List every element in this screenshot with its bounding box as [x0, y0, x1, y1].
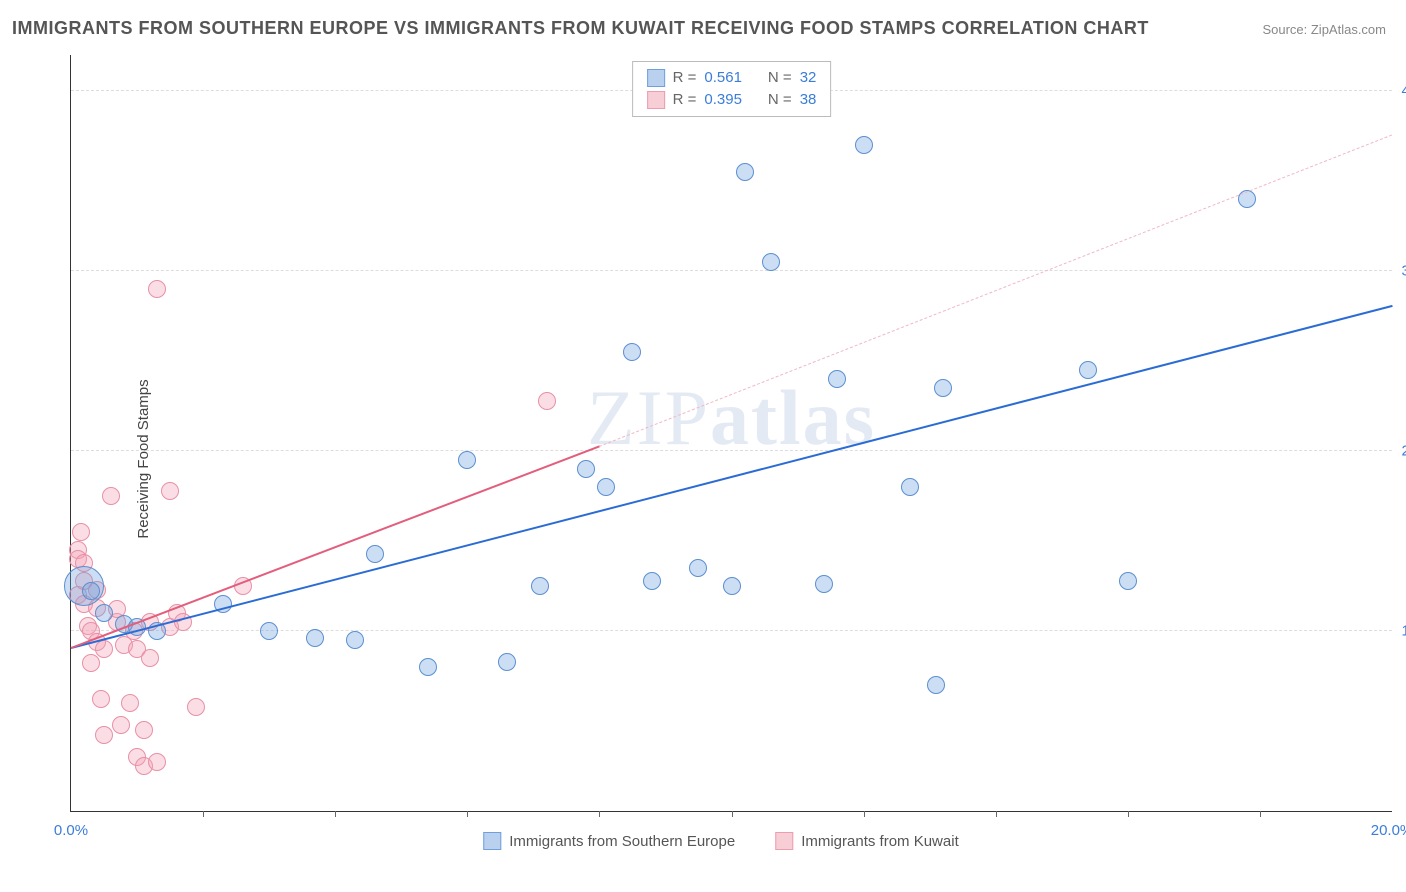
scatter-point [92, 690, 110, 708]
scatter-point [346, 631, 364, 649]
scatter-point [121, 694, 139, 712]
source-attribution: Source: ZipAtlas.com [1262, 22, 1386, 37]
scatter-point [102, 487, 120, 505]
source-link[interactable]: ZipAtlas.com [1311, 22, 1386, 37]
y-tick-label: 40.0% [1401, 83, 1406, 100]
trend-line [599, 135, 1392, 447]
scatter-point [901, 478, 919, 496]
scatter-point [623, 343, 641, 361]
x-tick-minor [599, 811, 600, 817]
legend-bottom: Immigrants from Southern Europe Immigran… [483, 832, 958, 850]
x-tick-minor [1128, 811, 1129, 817]
gridline-horizontal [71, 450, 1392, 451]
legend-swatch-series1 [775, 832, 793, 850]
scatter-point [95, 604, 113, 622]
scatter-point [538, 392, 556, 410]
scatter-point [148, 753, 166, 771]
source-prefix: Source: [1262, 22, 1310, 37]
scatter-point [1079, 361, 1097, 379]
legend-item: Immigrants from Southern Europe [483, 832, 735, 850]
scatter-point [815, 575, 833, 593]
gridline-horizontal [71, 270, 1392, 271]
legend-r-label: R = [673, 67, 697, 89]
y-tick-label: 20.0% [1401, 443, 1406, 460]
scatter-point [82, 654, 100, 672]
x-tick-label: 0.0% [54, 822, 88, 839]
x-tick-minor [864, 811, 865, 817]
scatter-point [82, 582, 100, 600]
plot-area: ZIPatlas R = 0.561 N = 32 R = 0.395 N = … [70, 55, 1392, 812]
watermark-bold: atlas [710, 374, 876, 461]
x-tick-minor [203, 811, 204, 817]
scatter-point [531, 577, 549, 595]
y-tick-label: 10.0% [1401, 623, 1406, 640]
scatter-point [306, 629, 324, 647]
scatter-point [135, 721, 153, 739]
legend-swatch-series0 [483, 832, 501, 850]
legend-n-value-1: 38 [800, 89, 817, 111]
scatter-point [95, 640, 113, 658]
scatter-point [855, 136, 873, 154]
x-tick-minor [335, 811, 336, 817]
trend-line [71, 305, 1392, 649]
chart-title: IMMIGRANTS FROM SOUTHERN EUROPE VS IMMIG… [12, 18, 1149, 39]
scatter-point [934, 379, 952, 397]
x-tick-label: 20.0% [1371, 822, 1406, 839]
legend-r-value-1: 0.395 [704, 89, 742, 111]
scatter-point [736, 163, 754, 181]
chart-container: Receiving Food Stamps ZIPatlas R = 0.561… [50, 55, 1392, 862]
x-tick-minor [467, 811, 468, 817]
legend-n-value-0: 32 [800, 67, 817, 89]
scatter-point [141, 649, 159, 667]
scatter-point [458, 451, 476, 469]
x-tick-minor [732, 811, 733, 817]
legend-r-label: R = [673, 89, 697, 111]
scatter-point [498, 653, 516, 671]
scatter-point [689, 559, 707, 577]
watermark-light: ZIP [587, 374, 710, 461]
legend-n-label: N = [768, 67, 792, 89]
scatter-point [577, 460, 595, 478]
scatter-point [419, 658, 437, 676]
x-tick-minor [996, 811, 997, 817]
scatter-point [148, 280, 166, 298]
scatter-point [643, 572, 661, 590]
scatter-point [112, 716, 130, 734]
legend-row: R = 0.395 N = 38 [647, 89, 817, 111]
scatter-point [762, 253, 780, 271]
scatter-point [723, 577, 741, 595]
scatter-point [927, 676, 945, 694]
legend-item: Immigrants from Kuwait [775, 832, 959, 850]
legend-correlation-box: R = 0.561 N = 32 R = 0.395 N = 38 [632, 61, 832, 117]
legend-r-value-0: 0.561 [704, 67, 742, 89]
x-tick-minor [1260, 811, 1261, 817]
scatter-point [161, 482, 179, 500]
legend-series-name-0: Immigrants from Southern Europe [509, 833, 735, 850]
scatter-point [72, 523, 90, 541]
scatter-point [1119, 572, 1137, 590]
scatter-point [260, 622, 278, 640]
trend-line [71, 445, 600, 648]
legend-swatch-series1 [647, 91, 665, 109]
legend-row: R = 0.561 N = 32 [647, 67, 817, 89]
legend-n-label: N = [768, 89, 792, 111]
scatter-point [95, 726, 113, 744]
scatter-point [597, 478, 615, 496]
legend-swatch-series0 [647, 69, 665, 87]
y-tick-label: 30.0% [1401, 263, 1406, 280]
legend-series-name-1: Immigrants from Kuwait [801, 833, 959, 850]
scatter-point [828, 370, 846, 388]
scatter-point [187, 698, 205, 716]
scatter-point [366, 545, 384, 563]
